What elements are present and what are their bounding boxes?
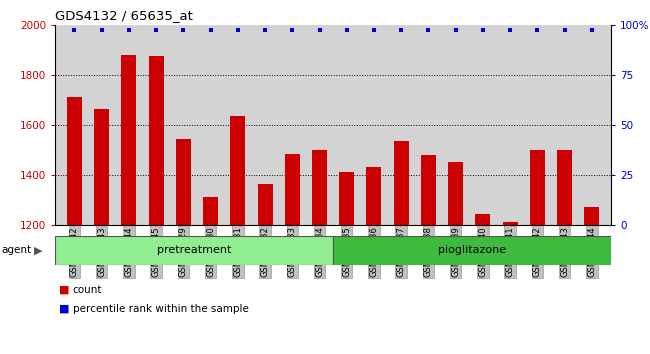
Bar	[339, 172, 354, 225]
Bar	[530, 150, 545, 225]
Point	[532, 27, 543, 33]
Point	[205, 27, 216, 33]
Bar	[312, 150, 327, 225]
Point	[587, 27, 597, 33]
Text: count: count	[73, 285, 102, 295]
Bar	[203, 197, 218, 225]
Bar	[67, 97, 82, 225]
Point	[233, 27, 243, 33]
Text: pretreatment: pretreatment	[157, 245, 231, 255]
Bar	[149, 56, 164, 225]
Bar	[502, 222, 517, 225]
Bar	[367, 167, 382, 225]
Text: GDS4132 / 65635_at: GDS4132 / 65635_at	[55, 9, 193, 22]
Point	[478, 27, 488, 33]
Point	[369, 27, 379, 33]
Bar	[421, 155, 436, 225]
Point	[260, 27, 270, 33]
Bar	[230, 116, 245, 225]
Text: ■: ■	[58, 304, 69, 314]
Point	[151, 27, 161, 33]
Text: agent: agent	[1, 245, 31, 255]
Bar	[55, 236, 333, 265]
Bar	[285, 154, 300, 225]
Point	[423, 27, 434, 33]
Bar	[257, 183, 272, 225]
Bar	[333, 236, 611, 265]
Bar	[394, 141, 409, 225]
Text: ■: ■	[58, 285, 69, 295]
Bar	[122, 55, 136, 225]
Bar	[176, 138, 191, 225]
Point	[341, 27, 352, 33]
Bar	[94, 109, 109, 225]
Bar	[448, 162, 463, 225]
Point	[560, 27, 570, 33]
Point	[396, 27, 406, 33]
Text: pioglitazone: pioglitazone	[438, 245, 506, 255]
Point	[96, 27, 107, 33]
Point	[178, 27, 188, 33]
Bar	[557, 150, 572, 225]
Bar	[475, 213, 491, 225]
Text: ▶: ▶	[34, 245, 42, 255]
Point	[69, 27, 79, 33]
Bar	[584, 207, 599, 225]
Point	[287, 27, 298, 33]
Point	[505, 27, 515, 33]
Point	[124, 27, 134, 33]
Point	[450, 27, 461, 33]
Point	[315, 27, 325, 33]
Text: percentile rank within the sample: percentile rank within the sample	[73, 304, 249, 314]
